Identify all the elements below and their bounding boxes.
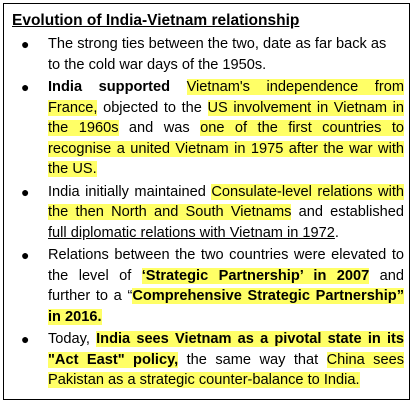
item-text: India initially maintained — [48, 183, 212, 200]
bullet-dot-icon: ● — [21, 331, 30, 347]
item-text: the same way that — [178, 351, 327, 368]
list-item: ● India supported Vietnam's independence… — [4, 77, 405, 180]
item-text: and was — [118, 120, 201, 136]
bullet-dot-icon: ● — [21, 183, 30, 200]
item-text: and established — [291, 204, 404, 220]
item-text: objected to the — [97, 99, 208, 116]
item-text: Today, — [48, 331, 97, 347]
highlighted-bold-phrase: ‘Strategic Partnership’ in 2007 — [141, 267, 370, 284]
bullet-dot-icon: ● — [21, 247, 30, 263]
item-text: Relations between the two countries were… — [48, 247, 404, 284]
item-text: The strong ties between the two, date as… — [48, 36, 387, 52]
underlined-phrase: full diplomatic relations with Vietnam i… — [48, 224, 335, 241]
item-text — [170, 79, 187, 95]
list-item: ● Today, India sees Vietnam as a pivotal… — [4, 329, 404, 391]
bullet-dot-icon: ● — [21, 79, 30, 95]
list-item: ● The strong ties between the two, date … — [4, 34, 404, 75]
bullet-list: ● The strong ties between the two, date … — [4, 34, 405, 393]
item-text: and further to a “ — [48, 267, 405, 305]
item-text: . — [334, 224, 339, 241]
section-title: Evolution of India-Vietnam relationship — [12, 12, 300, 29]
notes-box: Evolution of India-Vietnam relationship … — [3, 3, 410, 400]
list-item: ● India initially maintained Consulate-l… — [4, 182, 404, 244]
bullet-dot-icon: ● — [21, 36, 30, 52]
item-text: to the cold war days of the 1950s. — [48, 56, 267, 73]
list-item: ● Relations between the two countries we… — [4, 245, 404, 327]
bold-phrase: India supported — [48, 79, 170, 95]
